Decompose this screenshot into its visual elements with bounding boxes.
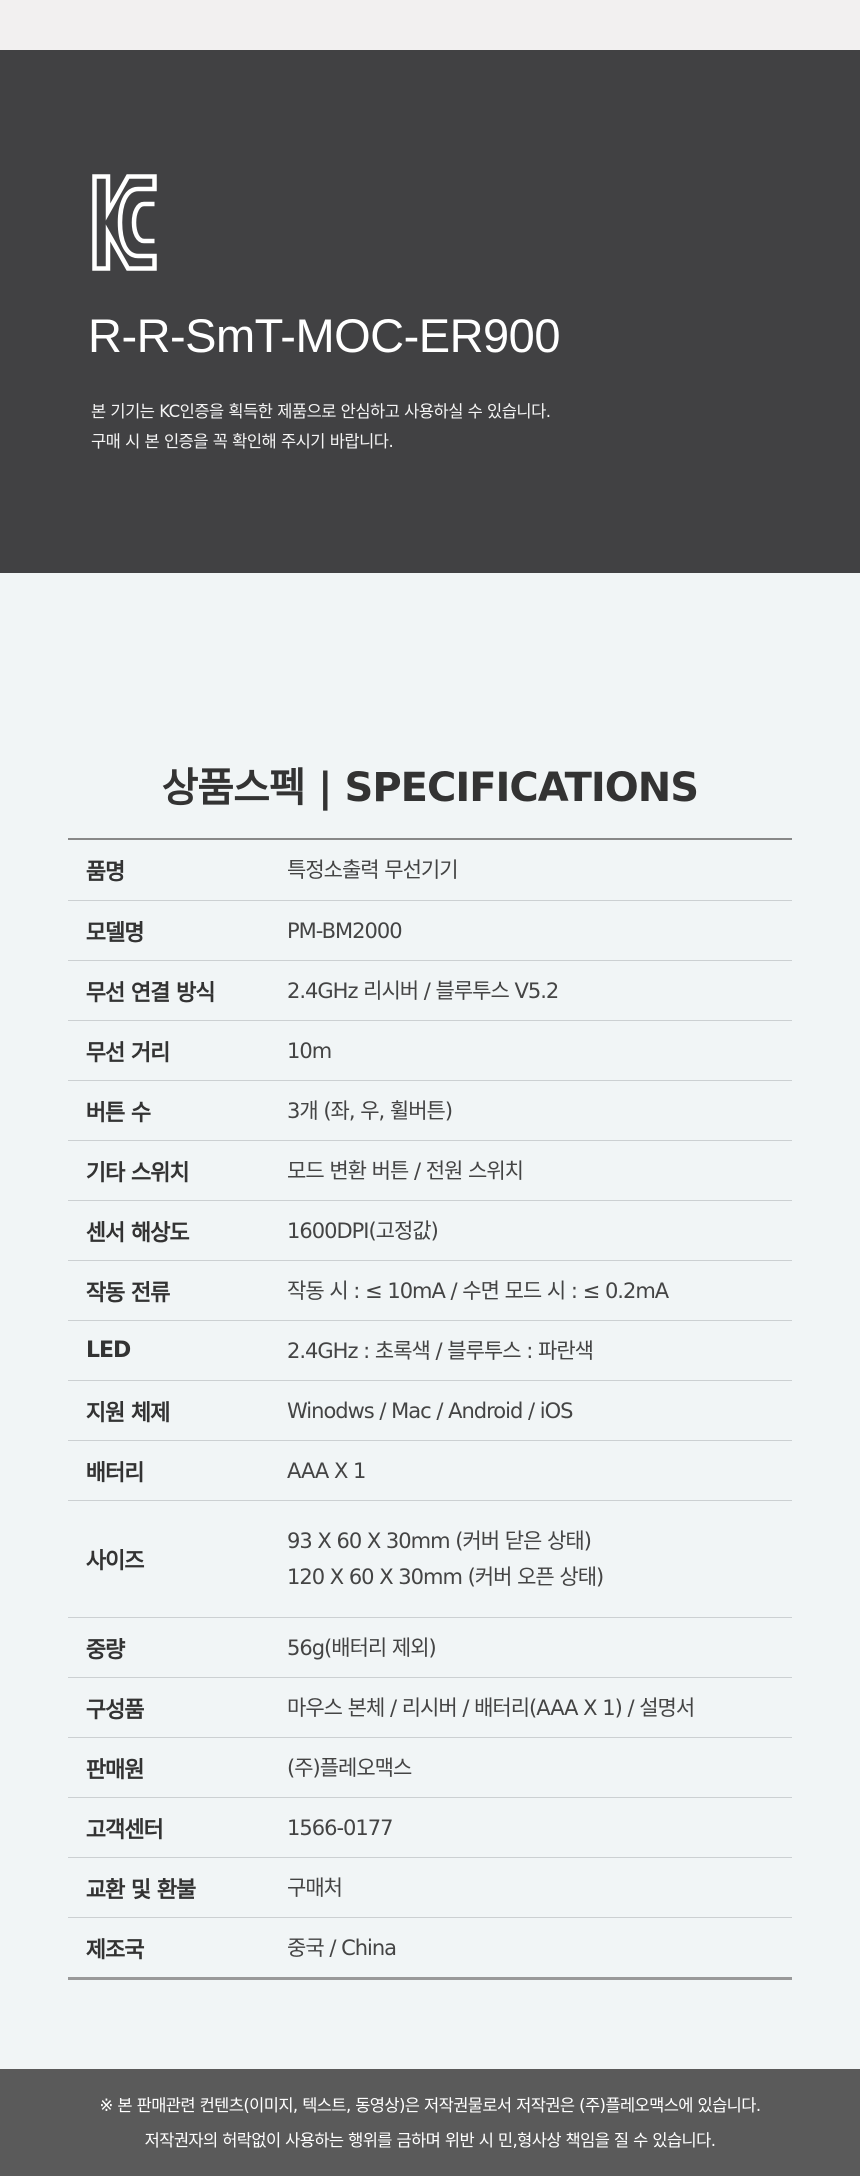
spec-value-line: 93 X 60 X 30mm (커버 닫은 상태) [287, 1529, 592, 1553]
spec-label: 기타 스위치 [86, 1160, 190, 1186]
spec-value-line: 56g(배터리 제외) [287, 1635, 437, 1660]
spec-value-line: PM-BM2000 [287, 918, 403, 943]
spec-label: 무선 연결 방식 [86, 980, 216, 1006]
spec-value-line: 1566-0177 [287, 1815, 393, 1840]
spec-label: 지원 체제 [86, 1400, 171, 1426]
spec-label: 고객센터 [86, 1817, 164, 1843]
spec-row: 무선 연결 방식 2.4GHz 리시버 / 블루투스 V5.2 [68, 960, 792, 1020]
spec-value: 구매처 [287, 1870, 343, 1906]
spec-label: 중량 [86, 1637, 125, 1663]
spec-value-line: 모드 변환 버튼 / 전원 스위치 [287, 1158, 524, 1183]
spec-value: 1600DPI(고정값) [287, 1213, 439, 1249]
spec-row: 배터리 AAA X 1 [68, 1440, 792, 1500]
spec-row: 센서 해상도 1600DPI(고정값) [68, 1200, 792, 1260]
spec-label: 판매원 [86, 1757, 145, 1783]
spec-row: 버튼 수 3개 (좌, 우, 휠버튼) [68, 1080, 792, 1140]
top-strip [0, 0, 860, 50]
kc-logo-icon [92, 174, 157, 271]
kc-certification-section: R-R-SmT-MOC-ER900 본 기기는 KC인증을 획득한 제품으로 안… [0, 50, 860, 573]
kc-notice: 본 기기는 KC인증을 획득한 제품으로 안심하고 사용하실 수 있습니다. 구… [91, 397, 551, 457]
spec-row: LED 2.4GHz : 초록색 / 블루투스 : 파란색 [68, 1320, 792, 1380]
spec-label: 구성품 [86, 1697, 145, 1723]
spec-value: Winodws / Mac / Android / iOS [287, 1393, 573, 1429]
spec-row: 작동 전류 작동 시 : ≤ 10mA / 수면 모드 시 : ≤ 0.2mA [68, 1260, 792, 1320]
spec-label: 교환 및 환불 [86, 1877, 197, 1903]
spec-label: 사이즈 [86, 1549, 145, 1574]
spec-value: 특정소출력 무선기기 [287, 852, 459, 888]
spec-row: 모델명 PM-BM2000 [68, 900, 792, 960]
kc-model-code: R-R-SmT-MOC-ER900 [88, 309, 560, 362]
specs-title: 상품스펙 | SPECIFICATIONS [161, 765, 699, 811]
spec-value: 중국 / China [287, 1930, 397, 1966]
kc-notice-line: 본 기기는 KC인증을 획득한 제품으로 안심하고 사용하실 수 있습니다. [91, 402, 551, 421]
spec-row: 교환 및 환불 구매처 [68, 1857, 792, 1917]
spec-value: 10m [287, 1033, 332, 1069]
spec-value-line: 120 X 60 X 30mm (커버 오픈 상태) [287, 1565, 604, 1589]
spec-value: (주)플레오맥스 [287, 1750, 412, 1786]
spec-value-line: 특정소출력 무선기기 [287, 858, 459, 882]
spec-value-line: 중국 / China [287, 1935, 397, 1960]
spec-value: 2.4GHz : 초록색 / 블루투스 : 파란색 [287, 1333, 594, 1369]
spec-value-line: AAA X 1 [287, 1458, 366, 1483]
spec-row: 기타 스위치 모드 변환 버튼 / 전원 스위치 [68, 1140, 792, 1200]
spec-value: 작동 시 : ≤ 10mA / 수면 모드 시 : ≤ 0.2mA [287, 1273, 669, 1309]
spec-value: 93 X 60 X 30mm (커버 닫은 상태) 120 X 60 X 30mm… [287, 1523, 604, 1595]
spec-value: 2.4GHz 리시버 / 블루투스 V5.2 [287, 973, 559, 1009]
spec-value-line: 10m [287, 1038, 332, 1063]
spec-value-line: 작동 시 : ≤ 10mA / 수면 모드 시 : ≤ 0.2mA [287, 1278, 669, 1303]
spec-label: 모델명 [86, 920, 145, 946]
spec-row: 품명 특정소출력 무선기기 [68, 840, 792, 900]
spec-value: 모드 변환 버튼 / 전원 스위치 [287, 1153, 524, 1189]
spec-row: 구성품 마우스 본체 / 리시버 / 배터리(AAA X 1) / 설명서 [68, 1677, 792, 1737]
spec-value: 1566-0177 [287, 1810, 393, 1846]
spec-value-line: 구매처 [287, 1875, 343, 1900]
spec-label: 무선 거리 [86, 1040, 171, 1066]
kc-notice-line: 구매 시 본 인증을 꼭 확인해 주시기 바랍니다. [91, 432, 394, 451]
spec-label: LED [86, 1338, 131, 1363]
spec-value-line: 마우스 본체 / 리시버 / 배터리(AAA X 1) / 설명서 [287, 1695, 695, 1720]
spec-label: 작동 전류 [86, 1280, 171, 1306]
spec-row: 무선 거리 10m [68, 1020, 792, 1080]
spec-row: 지원 체제 Winodws / Mac / Android / iOS [68, 1380, 792, 1440]
spec-label: 배터리 [86, 1460, 145, 1486]
spec-value: 마우스 본체 / 리시버 / 배터리(AAA X 1) / 설명서 [287, 1690, 695, 1726]
copyright-footer: ※ 본 판매관련 컨텐츠(이미지, 텍스트, 동영상)은 저작권물로서 저작권은… [0, 2069, 860, 2176]
spec-label: 제조국 [86, 1937, 145, 1963]
spec-row: 사이즈 93 X 60 X 30mm (커버 닫은 상태) 120 X 60 X 3… [68, 1500, 792, 1617]
spec-row: 판매원 (주)플레오맥스 [68, 1737, 792, 1797]
spec-value: PM-BM2000 [287, 913, 403, 949]
copyright-line: ※ 본 판매관련 컨텐츠(이미지, 텍스트, 동영상)은 저작권물로서 저작권은… [99, 2096, 762, 2115]
spec-value: 3개 (좌, 우, 휠버튼) [287, 1093, 453, 1129]
spec-label: 품명 [86, 860, 125, 885]
spec-value-line: (주)플레오맥스 [287, 1755, 412, 1780]
spec-row: 고객센터 1566-0177 [68, 1797, 792, 1857]
spec-value-line: 2.4GHz : 초록색 / 블루투스 : 파란색 [287, 1338, 594, 1363]
spec-row: 중량 56g(배터리 제외) [68, 1617, 792, 1677]
spec-value-line: Winodws / Mac / Android / iOS [287, 1398, 573, 1423]
spec-value-line: 1600DPI(고정값) [287, 1218, 439, 1243]
copyright-line: 저작권자의 허락없이 사용하는 행위를 금하며 위반 시 민,형사상 책임을 질… [144, 2131, 716, 2150]
spec-label: 버튼 수 [86, 1100, 151, 1126]
spec-value-line: 3개 (좌, 우, 휠버튼) [287, 1098, 453, 1123]
spec-value: AAA X 1 [287, 1453, 366, 1489]
spec-row: 제조국 중국 / China [68, 1917, 792, 1977]
spec-value: 56g(배터리 제외) [287, 1630, 437, 1666]
spec-label: 센서 해상도 [86, 1220, 190, 1246]
spec-value-line: 2.4GHz 리시버 / 블루투스 V5.2 [287, 978, 559, 1003]
